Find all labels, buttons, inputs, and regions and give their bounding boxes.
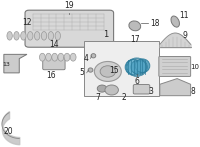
- Text: 13: 13: [2, 62, 10, 67]
- Ellipse shape: [34, 32, 40, 40]
- Polygon shape: [127, 61, 146, 71]
- Ellipse shape: [58, 53, 64, 61]
- Text: 20: 20: [4, 127, 13, 136]
- FancyBboxPatch shape: [159, 56, 191, 76]
- Text: 6: 6: [134, 77, 139, 86]
- FancyBboxPatch shape: [25, 10, 114, 47]
- Text: 11: 11: [179, 11, 189, 20]
- Ellipse shape: [39, 53, 45, 61]
- Ellipse shape: [91, 54, 96, 58]
- Ellipse shape: [41, 32, 47, 40]
- Ellipse shape: [131, 60, 146, 74]
- Text: 15: 15: [109, 66, 118, 75]
- Ellipse shape: [125, 59, 142, 75]
- FancyBboxPatch shape: [84, 41, 159, 96]
- Text: 17: 17: [130, 35, 140, 44]
- Ellipse shape: [105, 85, 118, 95]
- Ellipse shape: [94, 61, 121, 81]
- Ellipse shape: [7, 32, 12, 40]
- Text: 4: 4: [84, 54, 89, 63]
- Ellipse shape: [28, 32, 33, 40]
- Ellipse shape: [129, 21, 141, 31]
- Text: 8: 8: [191, 87, 195, 96]
- Ellipse shape: [64, 53, 70, 61]
- Polygon shape: [160, 79, 191, 96]
- FancyBboxPatch shape: [133, 85, 150, 94]
- Polygon shape: [121, 47, 139, 57]
- FancyBboxPatch shape: [43, 57, 65, 70]
- Text: 3: 3: [148, 87, 153, 96]
- Ellipse shape: [100, 66, 116, 77]
- Text: 16: 16: [46, 71, 56, 80]
- Ellipse shape: [48, 32, 54, 40]
- Ellipse shape: [70, 53, 76, 61]
- Ellipse shape: [46, 53, 51, 61]
- Ellipse shape: [135, 59, 150, 73]
- Text: 19: 19: [65, 1, 74, 10]
- Text: 5: 5: [80, 68, 85, 77]
- Text: 10: 10: [191, 64, 200, 70]
- Ellipse shape: [171, 16, 179, 27]
- Ellipse shape: [21, 32, 26, 40]
- Text: 18: 18: [150, 19, 160, 27]
- Text: 14: 14: [49, 40, 59, 49]
- Ellipse shape: [14, 32, 19, 40]
- Text: 12: 12: [22, 18, 32, 27]
- Text: 2: 2: [121, 93, 126, 102]
- Ellipse shape: [52, 53, 58, 61]
- Ellipse shape: [97, 85, 107, 92]
- Text: 7: 7: [96, 93, 101, 102]
- Text: 9: 9: [183, 31, 188, 40]
- Ellipse shape: [88, 68, 93, 72]
- FancyBboxPatch shape: [106, 51, 121, 63]
- Polygon shape: [4, 54, 27, 73]
- Ellipse shape: [55, 32, 60, 40]
- Text: 1: 1: [103, 30, 109, 39]
